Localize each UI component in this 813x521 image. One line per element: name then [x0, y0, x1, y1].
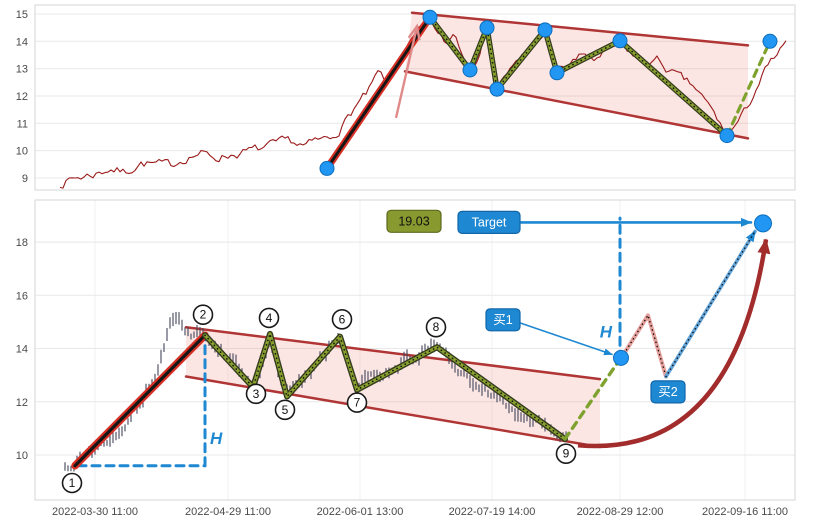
- swing-dot[interactable]: [489, 81, 505, 97]
- y-axis-tick-label: 10: [16, 450, 28, 462]
- height-measure-label: H: [600, 322, 613, 341]
- plot-border: [34, 199, 796, 501]
- flag-zigzag-dotted-core: [429, 16, 728, 137]
- swing-point-marker-6[interactable]: 6: [331, 309, 353, 330]
- rally-dotted-core: [665, 230, 756, 378]
- breakout-dashed-line: [563, 357, 622, 441]
- price-chart-top: 15 14 13 12 11 10 9: [16, 4, 796, 191]
- x-axis-tick-label: 2022-04-29 11:00: [185, 506, 271, 518]
- swing-point-number: 6: [339, 312, 346, 326]
- swing-point-marker-4[interactable]: 4: [258, 307, 280, 329]
- y-axis-tick-label: 9: [22, 173, 28, 185]
- y-axis-tick-label: 13: [16, 64, 28, 76]
- y-axis-tick-label: 14: [16, 344, 28, 356]
- buy1-pointer-arrow: [520, 322, 613, 356]
- swing-dot[interactable]: [462, 62, 478, 78]
- flag-channel-upper-line: [410, 11, 750, 47]
- x-axis-tick-label: 2022-09-16 11:00: [702, 506, 788, 518]
- buy1-badge[interactable]: 买1: [485, 308, 521, 332]
- flag-channel-fill: [405, 12, 748, 139]
- swing-point-number: 7: [354, 396, 361, 410]
- swing-dot[interactable]: [549, 65, 565, 81]
- target-price-badge-label: 19.03: [398, 214, 429, 228]
- swing-dot[interactable]: [479, 20, 495, 36]
- buy1-entry-dot[interactable]: [613, 349, 629, 366]
- swing-point-marker-5[interactable]: 5: [274, 399, 296, 421]
- y-axis-tick-label: 14: [16, 36, 28, 48]
- pullback-line: [620, 313, 668, 379]
- x-axis-tick-label: 2022-07-19 14:00: [449, 506, 536, 518]
- flag-channel-fill: [186, 327, 600, 447]
- swing-point-marker-8[interactable]: 8: [425, 316, 447, 338]
- swing-dot[interactable]: [612, 33, 628, 49]
- swing-point-number: 8: [433, 320, 440, 334]
- target-badge[interactable]: Target: [457, 210, 521, 234]
- y-axis-tick-label: 11: [17, 118, 28, 130]
- plot-border: [34, 4, 796, 191]
- y-axis-tick-label: 12: [16, 397, 28, 409]
- swing-point-marker-7[interactable]: 7: [346, 392, 368, 413]
- target-badge-label: Target: [472, 215, 507, 229]
- flag-channel-upper-line: [184, 325, 602, 381]
- flag-zigzag-line: [203, 332, 567, 441]
- buy1-badge-label: 买1: [493, 313, 513, 327]
- flag-channel-lower-line: [403, 70, 750, 140]
- swing-point-number: 1: [69, 476, 76, 490]
- swing-dot[interactable]: [537, 22, 553, 38]
- swing-dot[interactable]: [762, 33, 778, 49]
- swing-dot[interactable]: [719, 128, 735, 144]
- buy2-badge[interactable]: 买2: [650, 380, 686, 404]
- swing-dot[interactable]: [319, 160, 335, 176]
- y-axis-tick-label: 10: [16, 146, 28, 158]
- height-measure-label: H: [210, 429, 223, 448]
- swing-point-marker-3[interactable]: 3: [245, 383, 267, 405]
- swing-point-marker-2[interactable]: 2: [192, 304, 214, 325]
- y-axis-tick-label: 12: [16, 91, 28, 103]
- swing-point-number: 3: [253, 387, 260, 401]
- swing-point-marker-1[interactable]: 1: [61, 472, 83, 494]
- projection-curve-arrow: [577, 238, 771, 449]
- y-axis-tick-label: 15: [16, 9, 28, 21]
- breakout-projection-line: [725, 39, 772, 138]
- swing-point-number: 5: [282, 403, 289, 417]
- swing-dot[interactable]: [422, 9, 438, 25]
- x-axis-tick-label: 2022-03-30 11:00: [52, 506, 138, 518]
- y-axis-tick-label: 18: [16, 237, 28, 249]
- target-price-badge[interactable]: 19.03: [386, 209, 442, 233]
- buy2-badge-label: 买2: [658, 385, 678, 399]
- impulse-arrow-icon: [394, 23, 421, 119]
- target-dot[interactable]: [754, 214, 772, 233]
- x-axis-tick-label: 2022-06-01 13:00: [317, 506, 404, 518]
- swing-point-marker-9[interactable]: 9: [555, 443, 577, 465]
- swing-point-number: 4: [266, 311, 273, 325]
- swing-point-number: 9: [563, 447, 570, 461]
- flagpole-core-line: [73, 333, 207, 468]
- x-axis-tick-label: 2022-08-29 12:00: [577, 506, 664, 518]
- y-axis-tick-label: 16: [16, 290, 28, 302]
- swing-point-number: 2: [200, 308, 207, 322]
